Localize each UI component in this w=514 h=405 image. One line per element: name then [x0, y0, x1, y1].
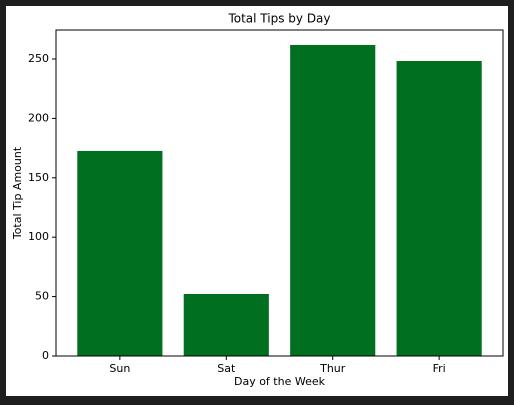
- y-tick-label: 150: [28, 171, 49, 184]
- bar: [290, 44, 376, 356]
- y-tick-label: 0: [42, 349, 49, 362]
- plot-frame: [55, 29, 504, 357]
- bar: [183, 293, 269, 356]
- bar: [396, 61, 482, 356]
- y-tick-label: 250: [28, 52, 49, 65]
- x-tick-label: Thur: [319, 362, 346, 375]
- y-axis-label: Total Tip Amount: [11, 146, 24, 240]
- x-tick-label: Sun: [109, 362, 130, 375]
- y-tick-label: 200: [28, 111, 49, 124]
- bar: [77, 150, 163, 356]
- chart-title: Total Tips by Day: [227, 12, 330, 26]
- y-tick-label: 100: [28, 230, 49, 243]
- x-axis-label: Day of the Week: [234, 375, 326, 388]
- x-tick-label: Fri: [433, 362, 446, 375]
- x-tick-label: Sat: [217, 362, 236, 375]
- y-tick-label: 50: [35, 290, 49, 303]
